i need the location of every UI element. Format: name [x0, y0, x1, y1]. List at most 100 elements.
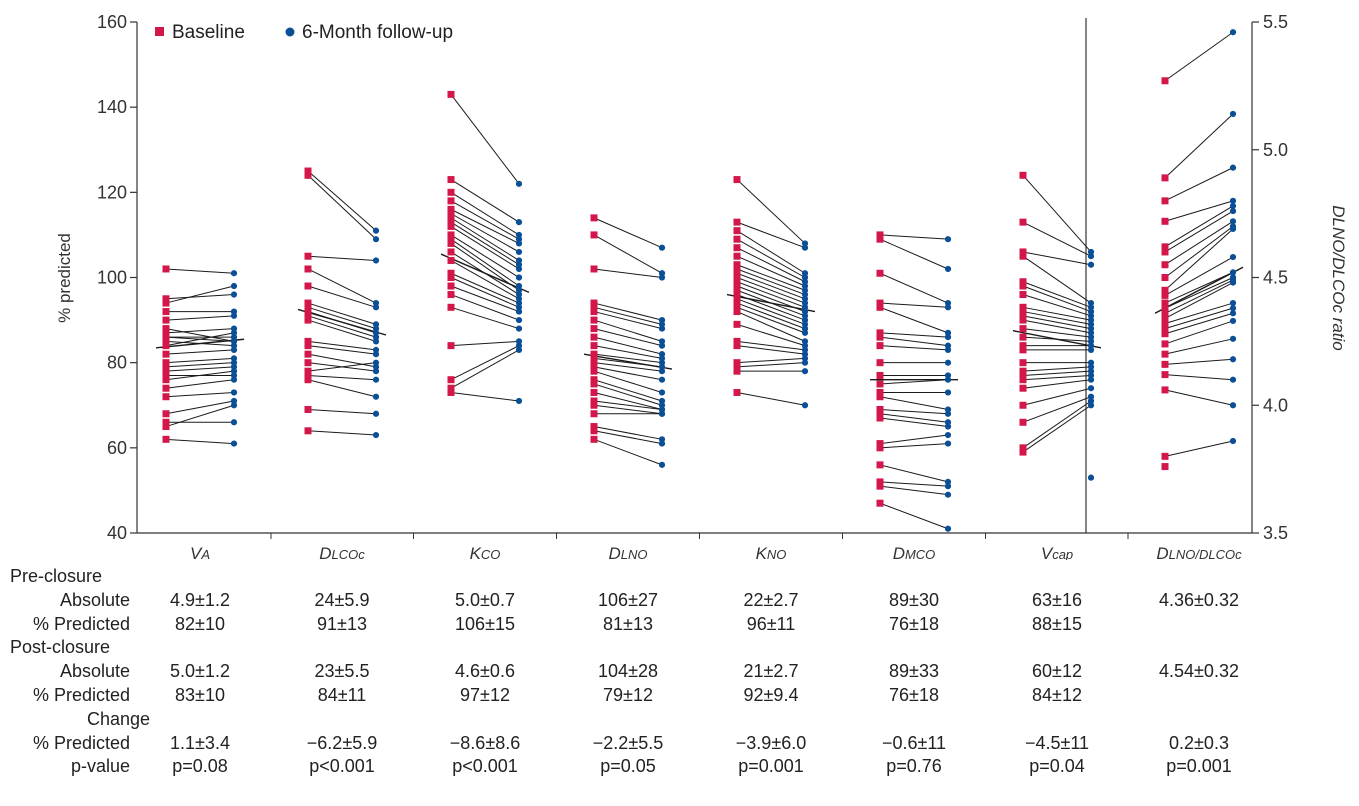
- pair-line: [1022, 328, 1092, 338]
- followup-point: [515, 316, 523, 324]
- stat-cell: 23±5.5: [314, 661, 370, 682]
- baseline-point: [447, 235, 455, 243]
- baseline-point: [447, 197, 455, 205]
- baseline-point: [1019, 312, 1027, 320]
- pair-line: [307, 285, 377, 308]
- pair-line: [165, 362, 235, 368]
- stat-cell: 89±33: [889, 661, 939, 682]
- baseline-point: [304, 371, 312, 379]
- followup-point: [1087, 397, 1095, 405]
- baseline-point: [1161, 452, 1169, 460]
- followup-point: [515, 180, 523, 187]
- followup-point: [658, 316, 666, 324]
- pair-line: [736, 221, 806, 249]
- pair-lines-layer: [155, 31, 1244, 530]
- category-label-sub: cap: [1052, 547, 1073, 560]
- left-tick-label: 100: [97, 268, 127, 288]
- pair-line: [307, 409, 377, 415]
- stat-cell: 96±11: [746, 613, 796, 634]
- baseline-point: [447, 188, 455, 196]
- category-label-main: D: [608, 544, 620, 560]
- followup-point: [801, 295, 809, 302]
- followup-point: [944, 329, 952, 336]
- pair-line: [165, 315, 235, 321]
- baseline-point: [1019, 325, 1027, 333]
- stat-cell: −6.2±5.9: [306, 732, 378, 753]
- followup-point: [230, 368, 238, 375]
- followup-point: [515, 397, 523, 405]
- category-label-main: V: [1041, 544, 1054, 560]
- baseline-point: [876, 333, 884, 341]
- followup-point: [658, 355, 666, 362]
- stat-cell: p=0.001: [738, 756, 804, 777]
- followup-point: [230, 389, 238, 396]
- stat-cell: 21±2.7: [743, 661, 799, 682]
- baseline-point: [1161, 330, 1169, 338]
- pair-line: [593, 379, 663, 402]
- category-label-sub: NO: [767, 547, 787, 560]
- baseline-point: [162, 325, 170, 333]
- baseline-point: [1019, 333, 1027, 341]
- baseline-point: [590, 265, 598, 273]
- pair-line: [1022, 400, 1092, 449]
- followup-point: [372, 257, 380, 264]
- stat-cell: 4.54±0.32: [1159, 661, 1239, 682]
- baseline-point: [1161, 248, 1169, 256]
- stat-cell: 82±10: [175, 613, 225, 634]
- pair-line: [450, 208, 520, 244]
- followup-point: [372, 368, 380, 375]
- followup-point: [801, 270, 809, 277]
- pair-line: [1022, 315, 1092, 330]
- baseline-point: [1161, 386, 1169, 394]
- pair-line: [165, 357, 235, 364]
- pair-line: [1022, 404, 1092, 453]
- followup-point: [658, 351, 666, 358]
- pair-line: [736, 357, 806, 364]
- row-label-predicted: % Predicted: [32, 732, 130, 753]
- category-label-main: K: [756, 544, 768, 560]
- followup-point: [515, 295, 523, 302]
- followup-point: [658, 440, 666, 447]
- baseline-point: [162, 333, 170, 341]
- left-axis-title: % predicted: [55, 233, 74, 323]
- change-header-row: Change: [0, 708, 1359, 732]
- baseline-point: [162, 418, 170, 426]
- followup-point: [801, 291, 809, 298]
- legend-baseline-marker: [155, 27, 164, 36]
- stat-cell: 83±10: [175, 684, 225, 705]
- stat-cell: 4.9±1.2: [170, 589, 230, 610]
- left-tick-label: 140: [97, 97, 127, 117]
- followup-point: [230, 372, 238, 379]
- stat-cell: 1.1±3.4: [170, 732, 230, 753]
- baseline-point: [590, 231, 598, 239]
- baseline-point: [1161, 360, 1169, 368]
- followup-point: [801, 342, 809, 349]
- followup-point: [944, 478, 952, 485]
- baseline-point: [1019, 401, 1027, 409]
- stat-cell: 5.0±1.2: [170, 661, 230, 682]
- pair-line: [1164, 338, 1234, 355]
- category-label-sub: LCOc: [332, 547, 366, 560]
- baseline-point: [1019, 252, 1027, 260]
- change-predicted-row: % Predicted 1.1±3.4 −6.2±5.9 −8.6±8.6 −2.2±…: [0, 732, 1359, 756]
- pair-line: [165, 328, 235, 342]
- followup-point: [1229, 29, 1237, 36]
- stat-cell: 79±12: [603, 684, 653, 705]
- baseline-point: [876, 235, 884, 243]
- pair-line: [736, 362, 806, 368]
- pair-line: [1164, 312, 1234, 335]
- baseline-point: [590, 316, 598, 324]
- pair-line: [1022, 366, 1092, 372]
- pair-line: [1164, 358, 1234, 365]
- baseline-point: [1019, 444, 1027, 452]
- pre-absolute-row: Absolute 4.9±1.2 24±5.9 5.0±0.7 106±27 22±2.…: [0, 589, 1359, 613]
- stat-cell: p=0.08: [172, 756, 228, 777]
- pair-line: [593, 302, 663, 321]
- followup-point: [515, 282, 523, 290]
- followup-point: [1229, 197, 1237, 204]
- baseline-point: [733, 291, 741, 299]
- pair-line: [450, 294, 520, 321]
- baseline-point: [590, 397, 598, 405]
- baseline-point: [304, 367, 312, 375]
- baseline-point: [162, 295, 170, 303]
